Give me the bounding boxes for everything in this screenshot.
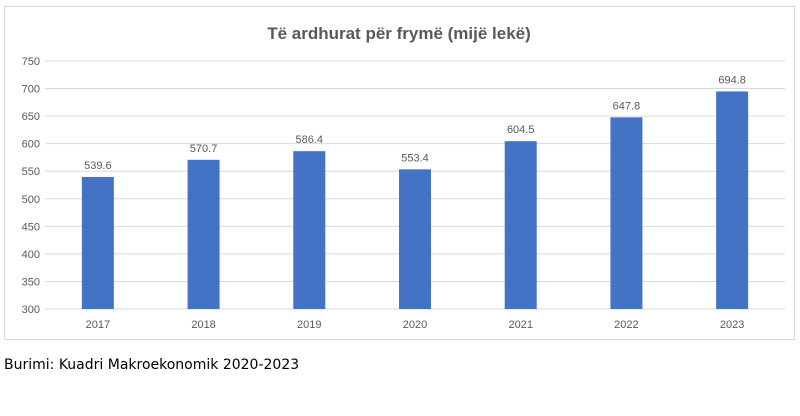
x-tick-label-2021: 2021 [508, 319, 532, 331]
x-axis-ticks: 2017 2018 2019 2020 2021 2022 2023 [86, 319, 745, 331]
bar-2021 [504, 141, 537, 309]
data-label-2019: 586.4 [296, 134, 324, 146]
bar-2018 [187, 159, 220, 309]
y-tick-label: 750 [22, 56, 40, 68]
y-tick-label: 500 [22, 194, 40, 206]
data-label-2021: 604.5 [507, 124, 535, 136]
y-tick-label: 400 [22, 249, 40, 261]
bar-2023 [716, 91, 749, 310]
y-axis-ticks: 300 350 400 450 500 550 600 650 700 750 [22, 56, 40, 316]
y-tick-label: 550 [22, 166, 40, 178]
y-tick-label: 700 [22, 84, 40, 96]
source-note: Burimi: Kuadri Makroekonomik 2020-2023 [4, 357, 300, 373]
data-label-2017: 539.6 [84, 160, 112, 172]
y-tick-label: 300 [22, 304, 40, 316]
chart-title: Të ardhurat për frymë (mijë lekë) [267, 24, 531, 43]
data-label-2023: 694.8 [718, 74, 746, 86]
y-tick-label: 600 [22, 139, 40, 151]
y-tick-label: 650 [22, 111, 40, 123]
data-labels: 539.6 570.7 586.4 553.4 604.5 647.8 694.8 [84, 74, 746, 172]
data-label-2020: 553.4 [401, 152, 429, 164]
x-tick-label-2023: 2023 [720, 319, 744, 331]
x-tick-label-2018: 2018 [191, 319, 215, 331]
data-label-2018: 570.7 [190, 143, 218, 155]
bar-2019 [293, 151, 326, 309]
x-tick-label-2017: 2017 [86, 319, 110, 331]
x-tick-label-2020: 2020 [403, 319, 427, 331]
chart-frame: Të ardhurat për frymë (mijë lekë) 300 350… [4, 6, 795, 340]
y-tick-label: 450 [22, 221, 40, 233]
y-tick-label: 350 [22, 276, 40, 288]
bar-2017 [81, 176, 114, 309]
bar-2020 [399, 169, 431, 309]
x-tick-label-2019: 2019 [297, 319, 321, 331]
bars [81, 91, 749, 310]
x-tick-label-2022: 2022 [614, 319, 638, 331]
bar-2022 [610, 117, 643, 310]
bar-chart: Të ardhurat për frymë (mijë lekë) 300 350… [22, 24, 785, 331]
data-label-2022: 647.8 [613, 100, 641, 112]
